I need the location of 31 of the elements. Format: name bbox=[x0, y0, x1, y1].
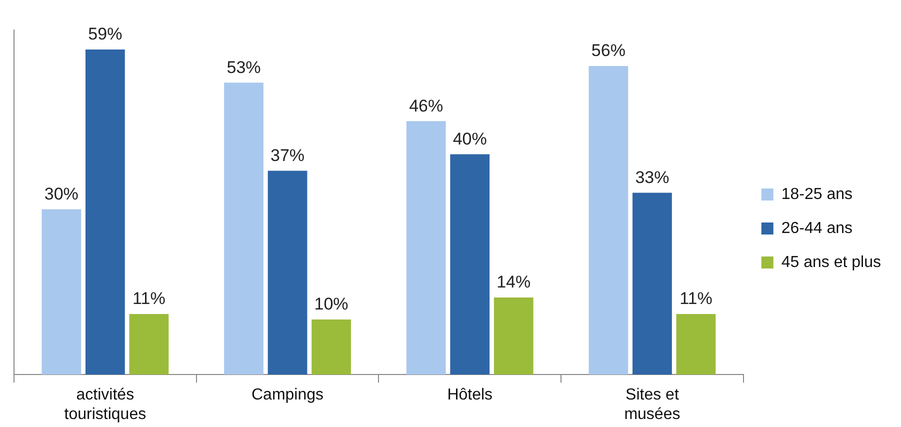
bar bbox=[494, 297, 534, 375]
data-label: 56% bbox=[591, 41, 626, 60]
data-label: 40% bbox=[452, 129, 487, 148]
bar bbox=[588, 66, 628, 375]
bar bbox=[450, 154, 490, 375]
x-tick-label: Campings bbox=[252, 386, 324, 404]
data-label: 37% bbox=[270, 146, 305, 165]
legend-label: 26-44 ans bbox=[781, 220, 853, 237]
data-label: 53% bbox=[226, 58, 261, 77]
bar bbox=[312, 320, 351, 375]
data-label: 14% bbox=[496, 272, 531, 292]
data-label: 30% bbox=[44, 184, 78, 204]
x-tick-label: Hôtels bbox=[447, 386, 493, 404]
x-tick-label: Sites et musées bbox=[624, 386, 680, 423]
bar bbox=[42, 209, 82, 375]
bar bbox=[632, 192, 672, 375]
bar bbox=[406, 121, 446, 375]
bar bbox=[129, 314, 169, 375]
data-label: 11% bbox=[680, 289, 712, 308]
bar bbox=[676, 314, 716, 375]
data-label: 33% bbox=[635, 168, 670, 187]
data-label: 59% bbox=[88, 24, 122, 44]
legend-label: 18-25 ans bbox=[781, 186, 853, 203]
data-label: 11% bbox=[132, 289, 166, 308]
bar bbox=[224, 82, 264, 375]
bar bbox=[85, 50, 125, 375]
x-tick-label: activités touristiques bbox=[64, 386, 146, 423]
legend-label: 45 ans et plus bbox=[781, 254, 881, 271]
data-label: 46% bbox=[409, 96, 444, 116]
bar bbox=[268, 170, 308, 375]
data-label: 10% bbox=[314, 294, 348, 314]
